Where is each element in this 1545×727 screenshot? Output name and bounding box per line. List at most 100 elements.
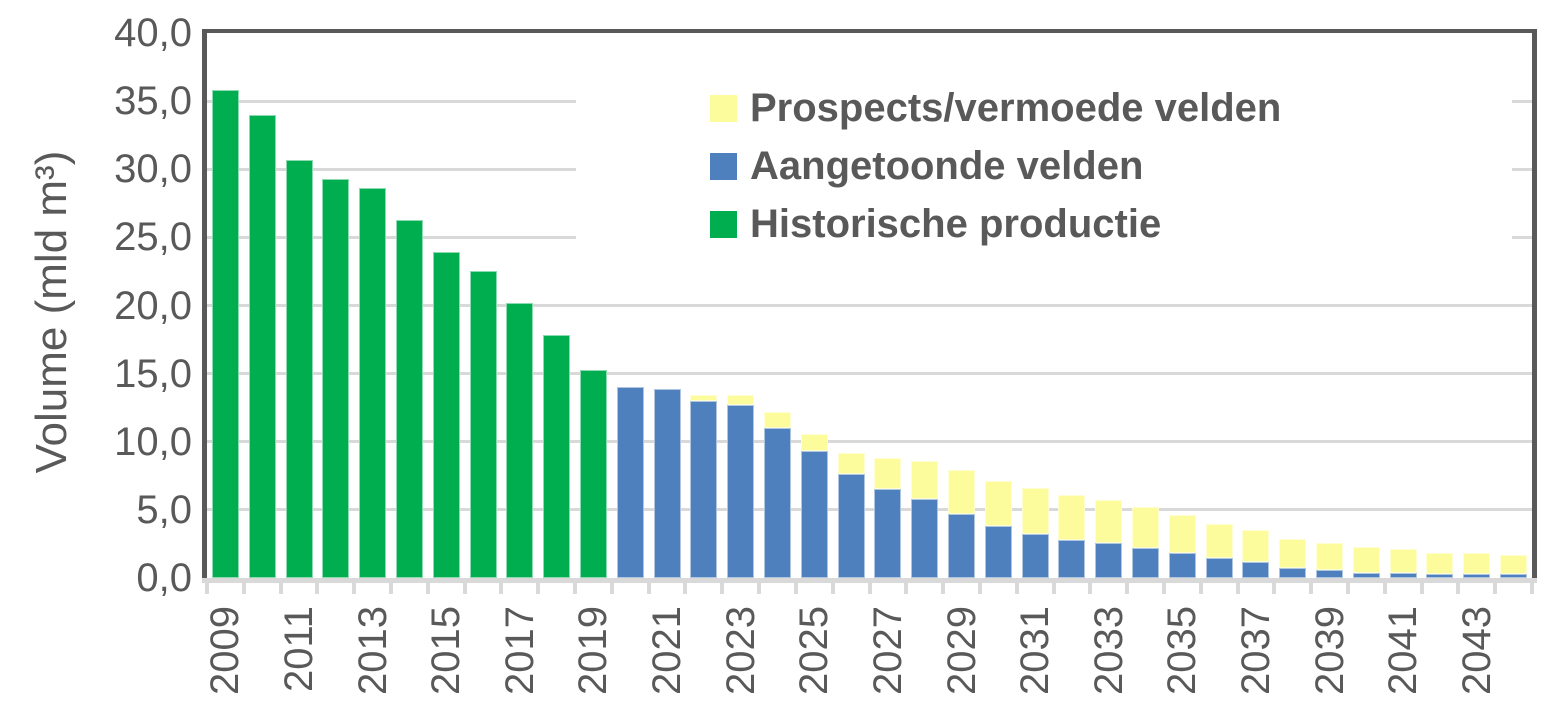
x-tick-mark xyxy=(499,583,504,594)
x-tick-mark xyxy=(1309,583,1314,594)
gridline xyxy=(207,372,1532,376)
bar-segment xyxy=(1352,546,1380,573)
bar-segment xyxy=(763,428,791,578)
bar-segment xyxy=(1426,573,1454,578)
bar-segment xyxy=(322,178,350,578)
bar-segment xyxy=(543,335,571,578)
x-axis-line xyxy=(202,578,1537,583)
y-tick-label: 40,0 xyxy=(114,11,192,55)
gridline xyxy=(207,304,1532,307)
bar-segment xyxy=(984,481,1012,527)
bar-segment xyxy=(1463,553,1491,574)
x-tick-label: 2009 xyxy=(203,606,248,695)
x-tick-mark xyxy=(1088,583,1093,594)
bar-segment xyxy=(506,302,534,578)
x-tick-label: 2041 xyxy=(1381,606,1426,695)
bar-segment xyxy=(1058,539,1086,578)
legend-item: Historische productie xyxy=(576,195,1512,253)
y-tick-label: 20,0 xyxy=(114,283,192,328)
bar-segment xyxy=(837,452,865,475)
y-tick-label: 35,0 xyxy=(114,79,192,124)
x-tick-label: 2027 xyxy=(865,606,910,695)
x-tick-label: 2011 xyxy=(277,606,321,693)
x-tick-mark xyxy=(205,583,209,594)
legend-label: Aangetoonde velden xyxy=(750,144,1144,188)
bar-segment xyxy=(579,369,607,578)
bar-segment xyxy=(1242,561,1270,578)
bar-segment xyxy=(1132,507,1160,549)
x-tick-mark xyxy=(1456,583,1461,594)
x-tick-mark xyxy=(389,583,394,594)
x-tick-label: 2035 xyxy=(1160,606,1205,695)
bar-segment xyxy=(1095,500,1123,543)
x-tick-mark xyxy=(720,583,725,594)
legend-swatch-icon xyxy=(710,152,737,180)
bar-segment xyxy=(248,114,276,578)
bar-segment xyxy=(1168,553,1196,578)
plot-area xyxy=(202,29,1537,578)
bar-segment xyxy=(690,395,718,401)
bar-segment xyxy=(874,458,902,490)
y-tick-label: 0,0 xyxy=(136,556,192,600)
x-tick-mark xyxy=(1014,583,1019,594)
x-tick-mark xyxy=(646,583,651,594)
bar-segment xyxy=(1242,530,1270,562)
x-tick-mark xyxy=(757,583,762,594)
y-tick-label: 15,0 xyxy=(114,351,192,396)
x-tick-label: 2021 xyxy=(645,606,690,695)
bar-segment xyxy=(837,474,865,578)
x-tick-mark xyxy=(1235,583,1240,594)
x-tick-mark xyxy=(1161,583,1166,594)
bar-segment xyxy=(763,411,791,429)
x-tick-label: 2029 xyxy=(939,606,984,695)
bar-segment xyxy=(1352,572,1380,578)
bar-segment xyxy=(800,433,828,452)
x-tick-mark xyxy=(1051,583,1056,594)
legend-item: Aangetoonde velden xyxy=(576,137,1512,195)
x-tick-label: 2013 xyxy=(350,606,395,695)
x-tick-mark xyxy=(683,583,688,594)
legend-label: Prospects/vermoede velden xyxy=(750,86,1282,130)
bar-segment xyxy=(727,395,755,405)
bar-segment xyxy=(1316,569,1344,578)
bar-segment xyxy=(1279,538,1307,569)
bar-segment xyxy=(1279,568,1307,578)
bar-segment xyxy=(285,159,313,578)
x-tick-mark xyxy=(1198,583,1203,594)
x-tick-mark xyxy=(867,583,872,594)
x-tick-label: 2043 xyxy=(1454,606,1499,695)
x-tick-mark xyxy=(352,583,357,594)
x-tick-mark xyxy=(830,583,835,594)
bar-segment xyxy=(948,470,975,514)
bar-segment xyxy=(1132,548,1160,578)
bar-segment xyxy=(1426,553,1454,574)
x-tick-label: 2039 xyxy=(1307,606,1352,695)
x-tick-mark xyxy=(1382,583,1387,594)
x-tick-mark xyxy=(793,583,798,594)
bar-segment xyxy=(1500,573,1528,578)
x-tick-label: 2033 xyxy=(1086,606,1131,695)
bar-segment xyxy=(911,498,939,578)
x-tick-mark xyxy=(315,583,320,594)
x-tick-label: 2017 xyxy=(497,606,542,695)
x-tick-label: 2019 xyxy=(571,606,616,695)
bar-segment xyxy=(211,90,239,578)
bar-segment xyxy=(1389,549,1417,573)
bar-segment xyxy=(432,252,460,578)
x-tick-mark xyxy=(1272,583,1277,594)
y-tick-label: 25,0 xyxy=(114,215,192,260)
bar-segment xyxy=(1021,488,1049,535)
bar-segment xyxy=(1168,515,1196,554)
x-tick-label: 2037 xyxy=(1233,606,1278,695)
bar-segment xyxy=(727,404,755,578)
bar-segment xyxy=(1205,557,1233,578)
bar-segment xyxy=(653,388,681,578)
x-tick-mark xyxy=(573,583,578,594)
bar-segment xyxy=(911,460,939,499)
x-tick-mark xyxy=(1345,583,1350,594)
bar-segment xyxy=(1389,572,1417,578)
legend-items: Prospects/vermoede velden Aangetoonde vel… xyxy=(576,79,1512,253)
bar-segment xyxy=(1463,573,1491,578)
gridline xyxy=(207,508,1532,512)
y-tick-label: 5,0 xyxy=(136,487,192,532)
